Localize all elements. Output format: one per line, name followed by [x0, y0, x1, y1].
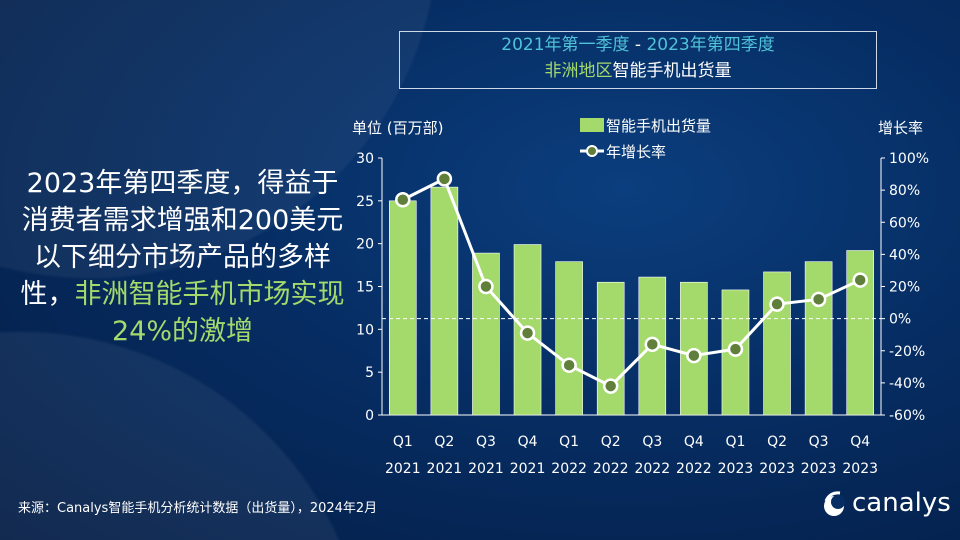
- right-tick-label: 100%: [889, 151, 929, 167]
- headline-text: 2023年第四季度，得益于消费者需求增强和200美元以下细分市场产品的多样性，非…: [20, 165, 345, 350]
- bar-Q1-2021: [388, 200, 417, 416]
- growth-marker-Q4-2023: [852, 272, 868, 288]
- bar-Q2-2023: [763, 271, 791, 416]
- x-tick-quarter: Q3: [809, 434, 829, 450]
- left-tick-label: 5: [365, 365, 374, 381]
- left-tick-label: 30: [356, 151, 374, 167]
- x-tick-quarter: Q2: [767, 434, 787, 450]
- x-tick-year: 2021: [385, 461, 421, 477]
- headline-green: 非洲智能手机市场实现24%的激增: [74, 279, 345, 347]
- x-tick-year: 2022: [551, 461, 587, 477]
- growth-marker-Q4-2022: [686, 347, 702, 364]
- legend-line-label: 年增长率: [606, 143, 666, 161]
- bar-Q2-2022: [596, 281, 625, 416]
- bar-Q3-2023: [804, 261, 833, 416]
- x-tick-quarter: Q2: [601, 434, 621, 450]
- x-tick-year: 2022: [634, 461, 670, 477]
- right-tick-label: 0%: [889, 312, 911, 328]
- growth-marker-Q3-2023: [810, 291, 827, 308]
- title-sep: -: [629, 35, 647, 55]
- decorative-arc: [0, 0, 440, 280]
- bar-Q1-2022: [555, 261, 583, 416]
- growth-marker-Q3-2021: [478, 278, 494, 295]
- title-period-start: 2021年第一季度: [501, 35, 630, 55]
- x-tick-year: 2021: [468, 461, 504, 477]
- x-tick-quarter: Q4: [850, 434, 870, 450]
- bar-Q2-2021: [430, 186, 459, 416]
- legend-line-marker: [586, 145, 598, 157]
- growth-marker-Q1-2022: [561, 357, 577, 373]
- right-tick-label: -40%: [889, 376, 925, 392]
- x-tick-quarter: Q4: [518, 434, 538, 450]
- x-tick-year: 2021: [427, 461, 463, 477]
- growth-line: [402, 176, 861, 388]
- growth-marker-Q4-2021: [519, 325, 536, 341]
- x-tick-quarter: Q3: [642, 434, 662, 450]
- right-axis-label: 增长率: [878, 119, 923, 137]
- right-tick-label: -20%: [889, 344, 925, 360]
- x-tick-quarter: Q1: [559, 434, 579, 450]
- x-tick-year: 2023: [759, 461, 795, 477]
- x-tick-year: 2022: [676, 461, 712, 477]
- left-tick-label: 25: [356, 194, 374, 210]
- headline-white: 2023年第四季度，得益于消费者需求增强和200美元以下细分市场产品的多样性，: [20, 168, 344, 310]
- chart-title: 2021年第一季度 - 2023年第四季度 非洲地区智能手机出货量: [399, 31, 877, 89]
- right-tick-label: 60%: [889, 215, 920, 231]
- x-tick-year: 2023: [718, 461, 754, 477]
- right-tick-label: -60%: [889, 408, 925, 424]
- right-tick-label: 40%: [889, 247, 920, 263]
- legend-bar-label: 智能手机出货量: [606, 117, 711, 135]
- x-tick-quarter: Q3: [476, 434, 496, 450]
- x-tick-year: 2023: [842, 461, 878, 477]
- x-tick-quarter: Q4: [684, 434, 704, 450]
- x-tick-quarter: Q1: [725, 434, 745, 450]
- legend-bar-swatch: [580, 118, 604, 132]
- x-tick-quarter: Q1: [393, 434, 413, 450]
- x-tick-year: 2022: [593, 461, 629, 477]
- growth-marker-Q2-2023: [769, 296, 785, 312]
- title-region: 非洲地区: [544, 61, 613, 81]
- growth-marker-Q2-2022: [602, 378, 619, 394]
- growth-marker-Q1-2023: [727, 341, 744, 357]
- left-axis-label: 单位 (百万部): [352, 119, 443, 137]
- x-tick-year: 2021: [510, 461, 546, 477]
- canalys-logo-text: canalys: [852, 488, 951, 518]
- left-tick-label: 10: [356, 322, 374, 338]
- title-metric: 智能手机出货量: [612, 61, 732, 81]
- x-tick-quarter: Q2: [434, 434, 454, 450]
- growth-marker-Q2-2021: [436, 171, 453, 187]
- title-period-end: 2023年第四季度: [646, 35, 775, 55]
- growth-marker-Q1-2021: [395, 192, 411, 208]
- x-tick-year: 2023: [801, 461, 837, 477]
- left-tick-label: 20: [356, 237, 374, 253]
- right-tick-label: 20%: [889, 280, 920, 296]
- decorative-arc: [0, 330, 370, 540]
- canalys-logo-icon: [824, 491, 845, 516]
- right-tick-label: 80%: [889, 183, 920, 199]
- bar-Q3-2021: [472, 252, 500, 416]
- growth-marker-Q3-2022: [644, 336, 661, 353]
- source-footnote: 来源：Canalys智能手机分析统计数据（出货量），2024年2月: [18, 501, 378, 516]
- left-tick-label: 15: [356, 280, 374, 296]
- left-tick-label: 0: [365, 408, 374, 424]
- canalys-logo: canalys: [820, 488, 951, 518]
